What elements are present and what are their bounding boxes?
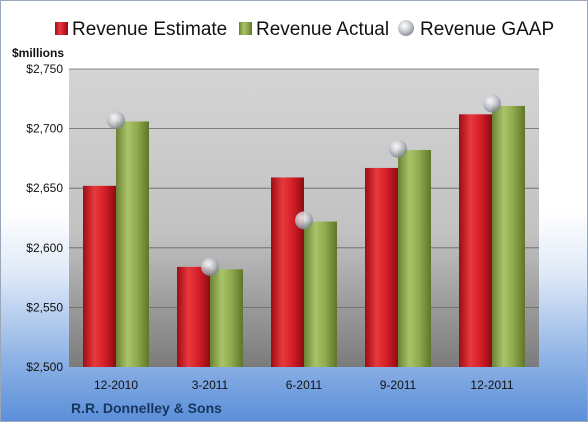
revenue-estimate-bar: [459, 114, 492, 368]
y-tick-label: $2,550: [26, 300, 63, 314]
revenue-gaap-marker: [483, 94, 501, 113]
x-tick-label: 3-2011: [192, 378, 229, 392]
y-axis-ticks: $2,500 $2,550 $2,600 $2,650 $2,700 $2,750: [26, 62, 63, 374]
revenue-gaap-marker: [389, 139, 407, 158]
legend-item-revenue-estimate: Revenue Estimate: [55, 19, 227, 40]
revenue-actual-bar: [492, 105, 525, 368]
gaap-markers: [107, 94, 501, 276]
legend-swatch-revenue-actual: [239, 22, 252, 35]
y-axis-unit-label: $millions: [12, 46, 64, 60]
revenue-gaap-marker: [295, 211, 313, 230]
revenue-estimate-bar: [177, 266, 210, 367]
legend-label-revenue-estimate: Revenue Estimate: [72, 19, 227, 40]
revenue-actual-bar: [398, 150, 431, 367]
revenue-actual-bar: [210, 269, 243, 367]
revenue-gaap-marker: [107, 111, 125, 130]
revenue-actual-bar: [116, 121, 149, 367]
x-tick-label: 12-2010: [94, 378, 138, 392]
revenue-gaap-marker: [201, 257, 219, 276]
legend-marker-revenue-gaap: [398, 20, 414, 36]
company-name: R.R. Donnelley & Sons: [71, 400, 222, 416]
legend-swatch-revenue-estimate: [55, 22, 68, 35]
revenue-actual-bar: [304, 221, 337, 367]
legend: Revenue Estimate Revenue Actual Revenue …: [55, 19, 554, 40]
y-tick-label: $2,700: [26, 122, 63, 136]
x-axis-ticks: 12-2010 3-2011 6-2011 9-2011 12-2011: [94, 378, 514, 392]
x-tick-label: 6-2011: [286, 378, 323, 392]
legend-label-revenue-gaap: Revenue GAAP: [420, 19, 554, 40]
y-tick-label: $2,500: [26, 360, 63, 374]
y-tick-label: $2,650: [26, 181, 63, 195]
x-tick-label: 9-2011: [380, 378, 417, 392]
legend-item-revenue-actual: Revenue Actual: [239, 19, 389, 40]
legend-label-revenue-actual: Revenue Actual: [256, 19, 389, 40]
revenue-estimate-bar: [271, 177, 304, 367]
y-tick-label: $2,600: [26, 241, 63, 255]
x-tick-label: 12-2011: [470, 378, 513, 392]
legend-item-revenue-gaap: Revenue GAAP: [398, 19, 554, 40]
bars: [83, 105, 525, 368]
y-tick-label: $2,750: [26, 62, 63, 76]
revenue-estimate-bar: [365, 167, 398, 367]
revenue-estimate-bar: [83, 185, 116, 367]
